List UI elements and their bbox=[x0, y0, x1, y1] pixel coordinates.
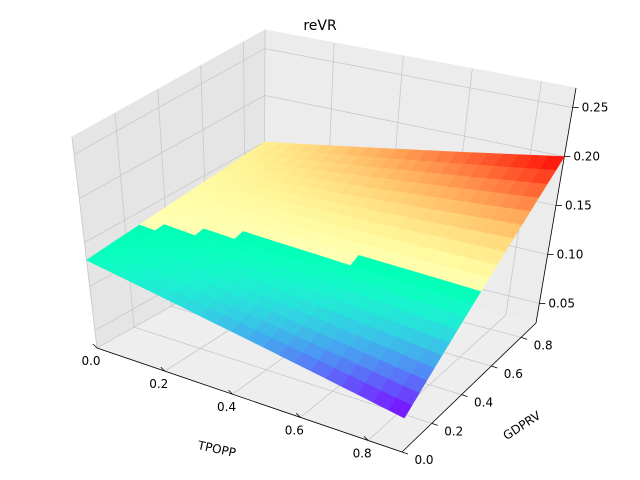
y-axis-line bbox=[401, 322, 537, 453]
y-tick-label: 0.6 bbox=[504, 367, 523, 381]
x-axis-line bbox=[96, 347, 403, 453]
x-tick-label: 0.4 bbox=[217, 400, 236, 414]
x-tick-label: 0.8 bbox=[353, 446, 372, 460]
y-tick-label: 0.0 bbox=[414, 453, 433, 467]
gridline-z-left bbox=[73, 48, 266, 155]
x-tick-label: 0.2 bbox=[149, 377, 168, 391]
x-tick-label: 0.6 bbox=[285, 423, 304, 437]
z-tick-label: 0.20 bbox=[573, 150, 600, 164]
x-tick-mark bbox=[228, 389, 233, 395]
y-tick-mark bbox=[491, 365, 498, 369]
y-tick-label: 0.4 bbox=[474, 396, 493, 410]
y-axis-label: GDPRV bbox=[501, 408, 544, 443]
gridline-z-back bbox=[264, 94, 565, 157]
chart-title: reVR bbox=[303, 18, 337, 34]
gridline-x-floor bbox=[367, 315, 507, 441]
x-tick-mark bbox=[363, 436, 369, 441]
y-tick-mark bbox=[431, 422, 438, 426]
gridline-z-back bbox=[264, 48, 573, 108]
surface-mesh bbox=[86, 141, 565, 419]
gridline-y-floor bbox=[133, 326, 432, 424]
x-tick-mark bbox=[160, 366, 166, 372]
y-tick-label: 0.2 bbox=[444, 424, 463, 438]
y-tick-mark bbox=[461, 394, 468, 398]
axis-lines bbox=[92, 87, 579, 455]
y-tick-label: 0.8 bbox=[534, 338, 553, 352]
z-tick-label: 0.10 bbox=[557, 247, 584, 261]
gridline-z-left bbox=[84, 141, 265, 243]
x-tick-label: 0.0 bbox=[81, 354, 100, 368]
z-tick-label: 0.25 bbox=[582, 101, 609, 115]
x-tick-mark bbox=[92, 343, 98, 349]
tick-labels: 0.0 0.2 0.4 0.6 0.8 0.0 0.2 0.4 0.6 0.8 0.05 0.10 0.… bbox=[81, 101, 608, 467]
y-tick-mark bbox=[401, 451, 409, 455]
surface-cell bbox=[388, 397, 413, 419]
z-tick-label: 0.05 bbox=[548, 296, 575, 310]
x-axis-label: TPOPP bbox=[196, 438, 238, 460]
gridline-z-left bbox=[79, 94, 265, 199]
y-tick-mark bbox=[520, 336, 528, 340]
z-tick-label: 0.15 bbox=[565, 199, 592, 213]
x-tick-mark bbox=[296, 413, 301, 418]
